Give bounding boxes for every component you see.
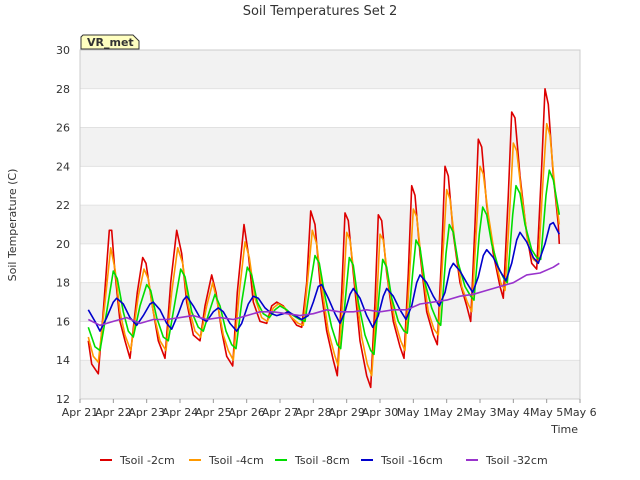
x-tick-label: Apr 23 [128,406,165,419]
badge-box [80,34,140,50]
x-tick-label: Apr 27 [262,406,299,419]
legend-label: Tsoil -16cm [380,454,443,467]
x-tick-label: May 2 [430,406,463,419]
x-tick-label: Apr 24 [162,406,199,419]
x-tick-label: Apr 25 [195,406,232,419]
series-lines [87,88,561,389]
plot-band [80,360,580,399]
y-tick-label: 18 [56,277,70,290]
x-tick-label: May 4 [497,406,530,419]
x-tick-label: Apr 21 [62,406,99,419]
plot-band [80,127,580,167]
x-tick-label: Apr 26 [228,406,265,419]
plot-band [80,205,580,244]
y-tick-label: 28 [56,83,70,96]
chart-title: Soil Temperatures Set 2 [243,4,398,19]
legend-label: Tsoil -32cm [485,454,548,467]
series-line [87,221,561,332]
x-tick-label: Apr 29 [328,406,365,419]
y-tick-label: 26 [56,122,70,135]
x-tick-label: Apr 28 [295,406,332,419]
legend-label: Tsoil -2cm [119,454,175,467]
vr-met-badge: VR_met [80,34,140,50]
y-tick-label: 30 [56,44,70,57]
series-line [87,262,560,327]
y-tick-label: 14 [56,354,70,367]
plot-area-border [79,49,581,400]
series-line [87,122,561,377]
x-tick-label: Apr 22 [95,406,132,419]
x-axis-label: Time [550,423,578,436]
x-tick-label: May 5 [530,406,563,419]
plot-bands [80,50,580,399]
legend-label: Tsoil -4cm [208,454,264,467]
y-tick-label: 12 [56,393,70,406]
series-line [87,169,561,356]
badge-label: VR_met [87,36,134,49]
y-tick-label: 20 [56,238,70,251]
x-tick-label: May 3 [463,406,496,419]
plot-band [80,50,580,89]
y-tick-label: 22 [56,199,70,212]
legend: Tsoil -2cm Tsoil -4cm Tsoil -8cm Tsoil -16c… [100,454,548,467]
y-axis-ticks: 12 14 16 18 20 22 24 26 28 30 [56,44,70,406]
x-tick-label: May 6 [563,406,596,419]
y-tick-label: 24 [56,160,70,173]
legend-label: Tsoil -8cm [294,454,350,467]
x-tick-label: May 1 [397,406,430,419]
y-tick-label: 16 [56,315,70,328]
y-axis-label: Soil Temperature (C) [6,169,19,282]
x-tick-label: Apr 30 [362,406,399,419]
